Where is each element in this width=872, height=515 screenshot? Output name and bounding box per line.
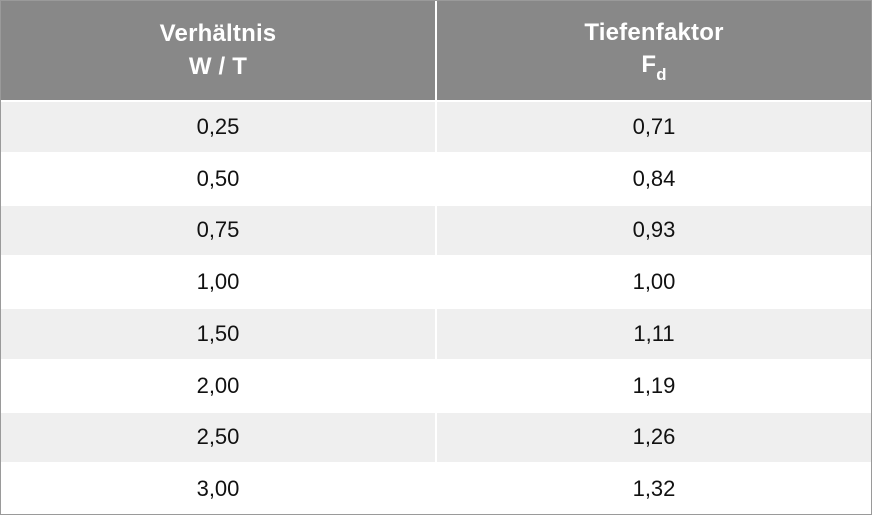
table-row: 0,25 0,71 bbox=[1, 102, 871, 154]
table-row: 2,00 1,19 bbox=[1, 361, 871, 413]
column-header-line2: W / T bbox=[189, 51, 247, 83]
cell-factor: 1,19 bbox=[437, 361, 871, 411]
cell-factor: 1,26 bbox=[437, 413, 871, 463]
cell-ratio: 1,00 bbox=[1, 257, 437, 307]
column-header-ratio: Verhältnis W / T bbox=[1, 1, 437, 100]
table-body: 0,25 0,71 0,50 0,84 0,75 0,93 1,00 1,00 … bbox=[1, 102, 871, 514]
cell-factor: 0,93 bbox=[437, 206, 871, 256]
column-header-line1: Verhältnis bbox=[160, 18, 277, 50]
cell-ratio: 1,50 bbox=[1, 309, 437, 359]
cell-factor: 1,32 bbox=[437, 464, 871, 514]
data-table: Verhältnis W / T Tiefenfaktor Fd 0,25 0,… bbox=[0, 0, 872, 515]
table-row: 2,50 1,26 bbox=[1, 413, 871, 465]
cell-factor: 0,84 bbox=[437, 154, 871, 204]
cell-factor: 0,71 bbox=[437, 102, 871, 152]
table-header: Verhältnis W / T Tiefenfaktor Fd bbox=[1, 1, 871, 102]
cell-ratio: 3,00 bbox=[1, 464, 437, 514]
table-row: 0,75 0,93 bbox=[1, 206, 871, 258]
cell-ratio: 2,50 bbox=[1, 413, 437, 463]
cell-ratio: 2,00 bbox=[1, 361, 437, 411]
cell-ratio: 0,75 bbox=[1, 206, 437, 256]
table-row: 1,50 1,11 bbox=[1, 309, 871, 361]
table-row: 0,50 0,84 bbox=[1, 154, 871, 206]
column-header-depth-factor: Tiefenfaktor Fd bbox=[437, 1, 871, 100]
cell-factor: 1,11 bbox=[437, 309, 871, 359]
table-row: 1,00 1,00 bbox=[1, 257, 871, 309]
cell-ratio: 0,50 bbox=[1, 154, 437, 204]
table-row: 3,00 1,32 bbox=[1, 464, 871, 514]
cell-ratio: 0,25 bbox=[1, 102, 437, 152]
column-header-line2: Fd bbox=[641, 49, 666, 84]
cell-factor: 1,00 bbox=[437, 257, 871, 307]
column-header-line1: Tiefenfaktor bbox=[584, 17, 723, 49]
